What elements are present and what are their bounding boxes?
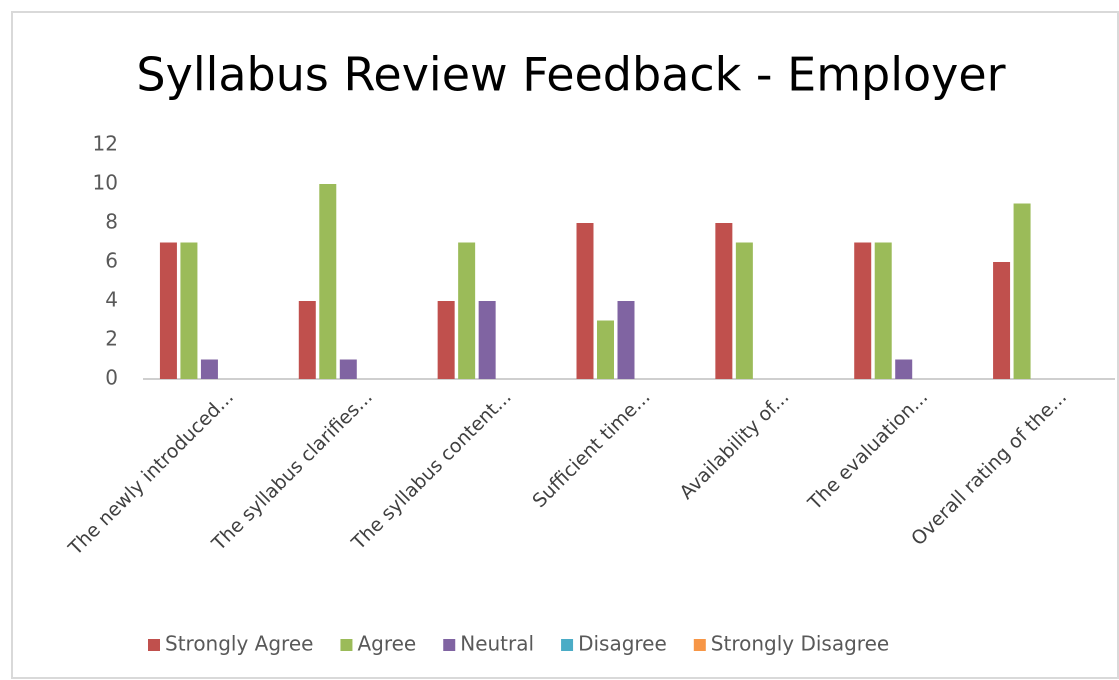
bar <box>180 242 198 379</box>
bar <box>159 242 177 379</box>
y-tick-label: 10 <box>93 171 118 195</box>
legend-label: Disagree <box>578 632 667 656</box>
y-tick-label: 12 <box>93 132 118 156</box>
bar <box>715 223 733 379</box>
legend-label: Strongly Disagree <box>711 632 889 656</box>
bar <box>200 359 218 379</box>
legend-label: Agree <box>357 632 416 656</box>
bar <box>339 359 357 379</box>
bar <box>1013 203 1031 379</box>
bar <box>735 242 753 379</box>
bar <box>576 223 594 379</box>
bar <box>437 301 455 379</box>
bar <box>319 184 337 379</box>
legend-label: Neutral <box>460 632 534 656</box>
bar <box>993 262 1011 379</box>
bar <box>895 359 913 379</box>
y-tick-label: 0 <box>105 366 118 390</box>
bar <box>617 301 635 379</box>
y-tick-label: 2 <box>105 327 118 351</box>
y-tick-label: 4 <box>105 288 118 312</box>
chart-title: Syllabus Review Feedback - Employer <box>136 48 1005 102</box>
y-tick-label: 8 <box>105 210 118 234</box>
legend-swatch <box>148 639 160 651</box>
bar <box>478 301 496 379</box>
bar <box>298 301 316 379</box>
legend-label: Strongly Agree <box>165 632 313 656</box>
bar <box>874 242 892 379</box>
chart-frame <box>11 11 1119 679</box>
legend-swatch <box>561 639 574 651</box>
legend-swatch <box>340 639 353 651</box>
y-tick-label: 6 <box>105 249 118 273</box>
legend-swatch <box>693 639 706 651</box>
bar <box>854 242 872 379</box>
bar <box>597 320 614 379</box>
bar <box>458 242 476 379</box>
legend-swatch <box>443 639 456 651</box>
